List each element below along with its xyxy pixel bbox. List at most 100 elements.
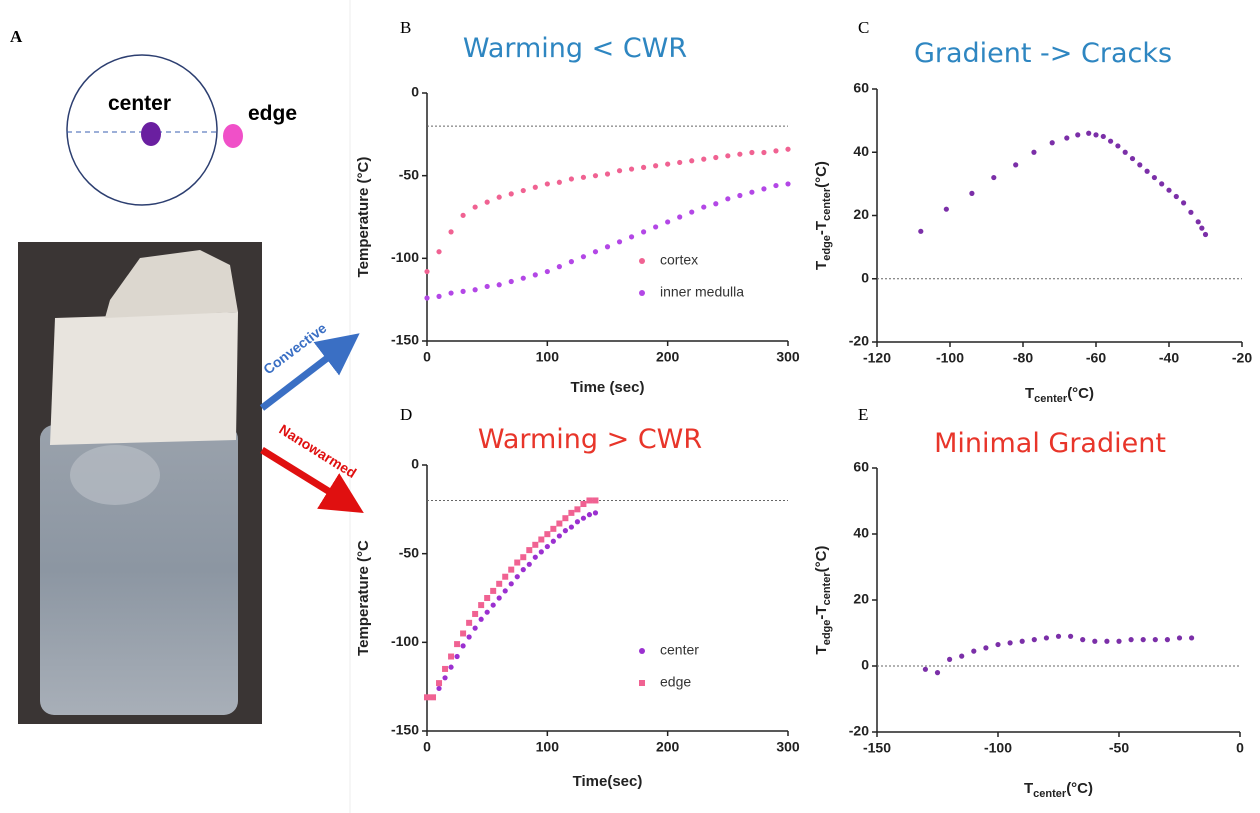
point [725,196,731,202]
x-axis-label: Time (sec) [571,379,645,396]
point [1116,638,1122,644]
point [424,268,430,275]
point [520,554,527,561]
point [1159,181,1165,187]
point [943,206,949,212]
point [568,509,575,516]
point [526,547,533,554]
point [448,229,454,235]
y-axis-label: Temperature (°C [355,540,372,656]
point [520,275,526,281]
point [1128,637,1134,643]
point [737,192,743,199]
point [991,174,997,181]
point [1080,637,1086,643]
point [484,609,490,615]
point [1043,635,1049,641]
point [1152,637,1158,643]
x-axis-label-part: T [1025,385,1034,402]
legend-label: edge [660,674,691,690]
center-label: center [108,92,171,115]
point [520,567,526,573]
legend-marker [639,680,645,686]
point [460,630,467,637]
point [725,153,731,159]
point [1140,637,1146,643]
point [562,515,569,522]
x-tick-label: 0 [423,349,431,365]
point [1129,155,1136,162]
point [442,665,449,672]
point [556,264,562,270]
point [484,283,490,290]
cross-section [66,54,218,206]
point [550,525,557,532]
point [520,187,526,194]
point [1151,174,1157,181]
chart-title: Minimal Gradient [934,428,1166,459]
point [1137,162,1143,168]
chart-title: Warming < CWR [463,33,687,64]
y-axis-label-part: edge [821,235,833,261]
point [592,510,599,516]
point [508,278,514,285]
x-axis-label-part: center [1033,788,1067,800]
y-tick-label: 40 [853,143,869,159]
point [1173,193,1179,200]
point [971,648,977,654]
point [641,164,647,170]
point [1075,132,1081,138]
panel-letter: E [858,405,868,424]
point [773,182,779,189]
point [701,204,707,210]
point [1093,132,1099,138]
y-tick-label: 0 [411,456,419,472]
point [604,171,611,177]
point [616,239,623,245]
point [472,610,479,617]
point [959,653,965,659]
point [580,254,587,260]
y-axis-label-part: (°C) [813,546,830,573]
point [785,146,791,152]
point [665,161,671,167]
x-tick-label: -50 [1109,740,1129,756]
point [478,616,484,622]
point [544,268,550,275]
point [436,685,442,692]
point [460,288,466,294]
point [1049,140,1055,146]
point [628,166,635,172]
y-axis-label-part: edge [821,620,833,646]
point [568,176,575,182]
point [502,588,508,594]
point [580,174,587,180]
point [713,201,719,207]
x-tick-label: 100 [536,349,560,365]
point [436,249,442,255]
point [665,219,671,225]
point [544,531,551,538]
point [424,295,430,301]
x-tick-label: -150 [863,740,891,756]
point [701,156,707,162]
point [478,602,485,609]
point [1019,638,1025,644]
point [1064,135,1070,141]
arrow [259,333,360,411]
point [592,173,599,179]
point [653,163,659,169]
x-axis-label: Time(sec) [573,773,643,790]
y-tick-label: -20 [849,723,869,739]
point [1181,200,1187,206]
point [1086,130,1092,136]
legend-marker [639,258,645,264]
point [1166,187,1172,193]
legend-label: center [660,642,699,658]
point [737,151,743,157]
y-tick-label: -150 [391,722,419,738]
point [677,159,683,166]
point [983,645,989,651]
point [448,290,454,296]
